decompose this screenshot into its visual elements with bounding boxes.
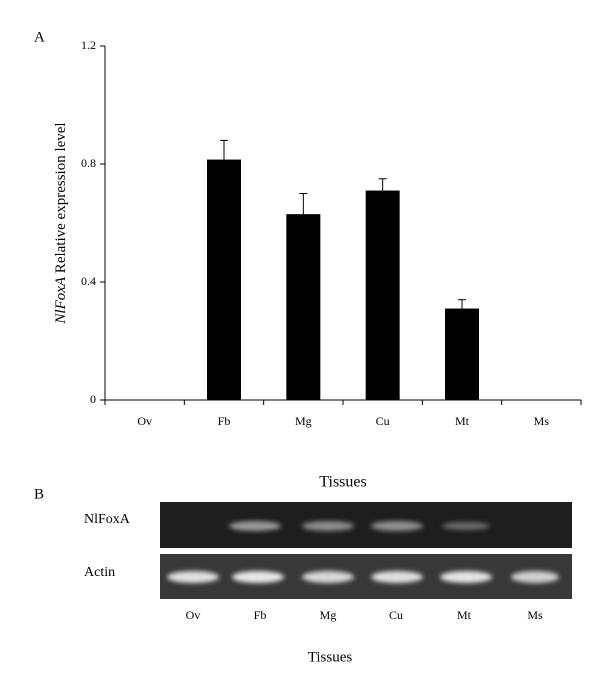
x-tick-label: Cu	[376, 414, 390, 428]
gel-row-label: NlFoxA	[84, 512, 131, 527]
panel-label: A	[34, 29, 45, 45]
gel-lane-label: Fb	[254, 608, 267, 622]
gel-lane-label: Mt	[457, 608, 472, 622]
gel-band	[232, 571, 284, 583]
y-tick-label: 0.8	[81, 156, 96, 170]
gel-x-label: Tissues	[308, 649, 353, 665]
gel-bands	[167, 521, 559, 583]
y-tick-label: 0.4	[81, 274, 96, 288]
gel-strip	[160, 554, 572, 599]
gel-lane-label: Mg	[320, 608, 337, 622]
gel-band	[302, 521, 354, 531]
x-axis-label: Tissues	[319, 474, 366, 491]
gel-band	[371, 521, 423, 531]
x-tick-label: Fb	[218, 414, 231, 428]
y-axis-label: NlFoxA Relative expression level	[53, 122, 69, 324]
y-tick-label: 1.2	[81, 38, 96, 52]
gel-band	[511, 571, 559, 583]
gel-lane-label: Ov	[186, 608, 201, 622]
bar	[286, 214, 321, 400]
gel: NlFoxA Actin Tissues	[84, 502, 572, 665]
gel-band	[229, 521, 281, 531]
x-tick-label: Mt	[455, 414, 470, 428]
bar	[365, 190, 400, 400]
gel-band	[442, 522, 490, 530]
gel-strip	[160, 502, 572, 548]
gel-band	[167, 571, 219, 583]
y-tick-label: 0	[90, 392, 96, 406]
x-tick-label: Ms	[534, 414, 550, 428]
gel-row-label: Actin	[84, 565, 115, 580]
gel-band	[371, 571, 423, 583]
y-axis-label-text: Relative expression level	[53, 122, 69, 273]
bar	[207, 159, 241, 400]
x-tick-label: Ov	[137, 414, 152, 428]
bar	[445, 308, 479, 400]
gel-band	[440, 571, 492, 583]
x-tick-label: Mg	[295, 414, 312, 428]
gel-lane-label: Cu	[389, 608, 403, 622]
panel-label: B	[34, 486, 44, 502]
y-axis-label-gene: NlFoxA	[53, 276, 69, 324]
gel-lane-label: Ms	[527, 608, 543, 622]
gel-band	[302, 571, 354, 583]
